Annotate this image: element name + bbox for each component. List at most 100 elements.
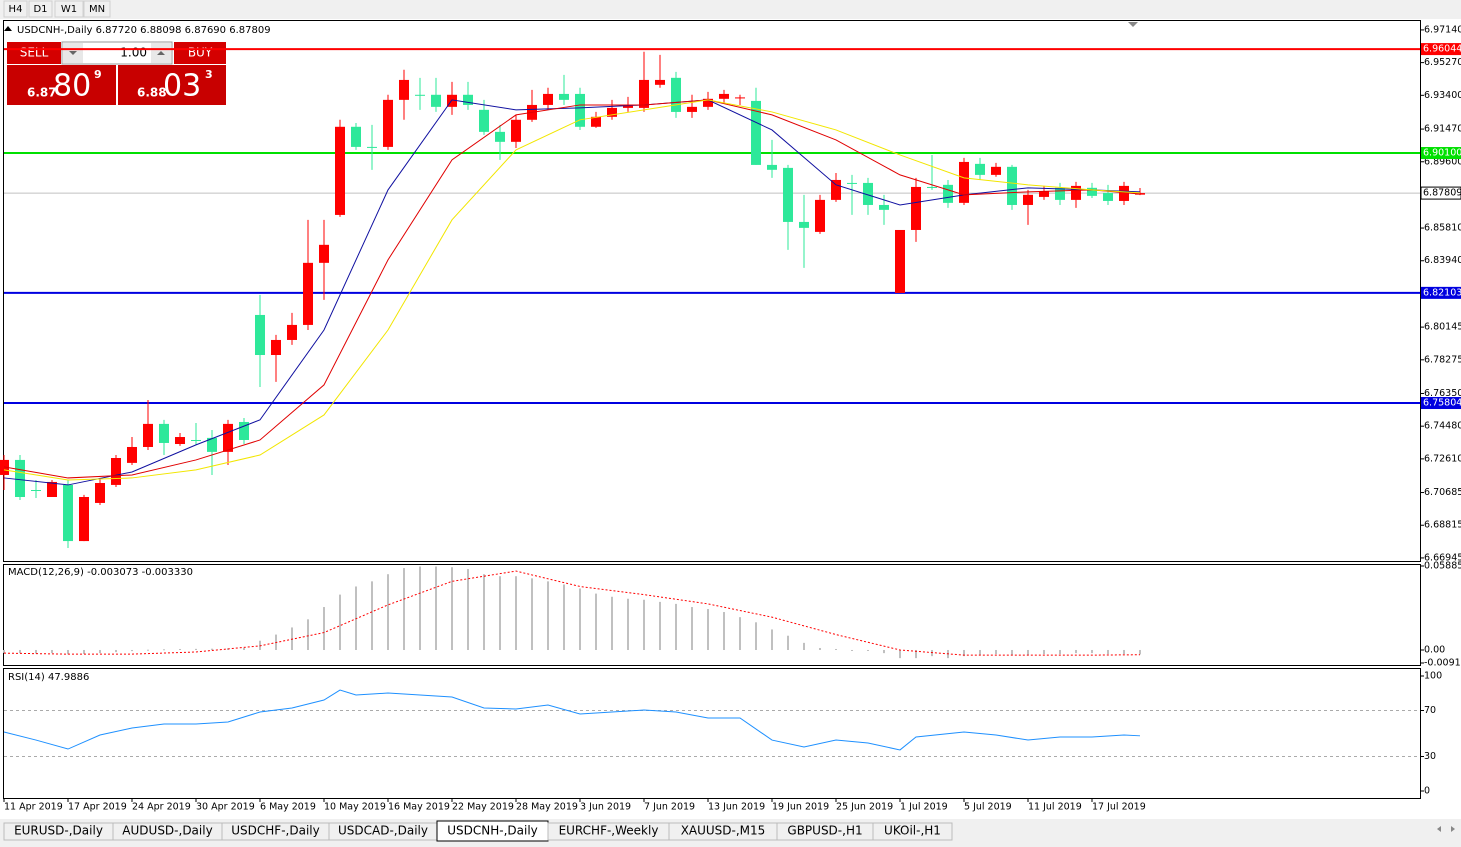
x-tick-label: 17 Jul 2019 <box>1092 802 1146 813</box>
candle-body <box>719 93 729 99</box>
macd-bar <box>19 649 21 654</box>
timeframe-label[interactable]: H4 <box>9 4 23 15</box>
tab-label[interactable]: USDCAD-,Daily <box>338 824 428 838</box>
x-tick-label: 17 Apr 2019 <box>68 802 127 813</box>
candle-body <box>495 131 505 142</box>
candle-body <box>223 423 233 452</box>
candle-body <box>639 79 649 108</box>
candle-body <box>303 262 313 325</box>
x-tick-label: 13 Jun 2019 <box>708 802 765 813</box>
timeframe-label[interactable]: D1 <box>33 4 47 15</box>
macd-bar <box>243 647 245 650</box>
candle-body <box>975 163 985 175</box>
macd-bar <box>1139 649 1141 655</box>
candle-body <box>287 324 297 340</box>
candle-body <box>703 98 713 107</box>
macd-bar <box>1091 649 1093 654</box>
candle-body <box>191 439 201 441</box>
macd-bar <box>147 649 149 651</box>
y-tick-label: 0.00 <box>1424 644 1445 655</box>
tab-label[interactable]: GBPUSD-,H1 <box>787 824 862 838</box>
timeframe-label[interactable]: W1 <box>61 4 77 15</box>
candle-body <box>575 93 585 127</box>
y-tick-label: 6.72610 <box>1424 453 1461 464</box>
macd-bar <box>115 649 117 653</box>
macd-bar <box>483 574 485 650</box>
candle-body <box>911 186 921 230</box>
candle-body <box>447 94 457 107</box>
macd-bar <box>163 649 165 651</box>
x-tick-label: 30 Apr 2019 <box>196 802 255 813</box>
macd-bar <box>1075 649 1077 654</box>
macd-bar <box>787 635 789 650</box>
timeframe-button[interactable] <box>83 0 111 18</box>
tab-label[interactable]: XAUUSD-,M15 <box>681 824 766 838</box>
candle-body <box>47 481 57 497</box>
x-tick-label: 3 Jun 2019 <box>580 802 631 813</box>
candle-body <box>783 167 793 222</box>
buy-button[interactable] <box>174 42 226 64</box>
y-tick-label: -0.009116 <box>1424 658 1461 669</box>
sell-button[interactable] <box>7 42 61 64</box>
x-tick-label: 1 Jul 2019 <box>900 802 948 813</box>
macd-bar <box>403 568 405 650</box>
y-tick-label: 6.66945 <box>1424 552 1461 563</box>
candle-body <box>111 458 121 485</box>
sell-price-main: 80 <box>53 69 91 104</box>
signal-line <box>3 570 1141 656</box>
timeframe-label[interactable]: MN <box>89 4 105 15</box>
x-tick-label: 5 Jul 2019 <box>964 802 1012 813</box>
candle-body <box>1007 166 1017 205</box>
timeframe-button[interactable] <box>54 0 84 18</box>
buy-price-big: 6.88 <box>137 86 167 100</box>
macd-bar <box>531 578 533 650</box>
macd-bar <box>67 649 69 655</box>
buy-price-box[interactable] <box>118 65 226 105</box>
tab-scroll-right[interactable] <box>1451 826 1455 832</box>
x-tick-label: 6 May 2019 <box>260 802 316 813</box>
candle-body <box>431 94 441 107</box>
hline-label: 6.96044 <box>1423 44 1461 55</box>
candle-body <box>159 423 169 443</box>
macd-bar <box>803 642 805 650</box>
y-tick-label: 6.70685 <box>1424 487 1461 498</box>
tab-label[interactable]: EURUSD-,Daily <box>14 824 103 838</box>
macd-bar <box>979 649 981 656</box>
candle-body <box>671 77 681 112</box>
candle-body <box>1039 190 1049 197</box>
lot-input[interactable] <box>61 41 173 65</box>
candle-body <box>143 423 153 447</box>
macd-bar <box>435 566 437 650</box>
sell-label[interactable]: SELL <box>20 46 49 60</box>
tab-scroll-left[interactable] <box>1437 826 1441 832</box>
tab-label[interactable]: EURCHF-,Weekly <box>559 824 659 838</box>
tab[interactable] <box>872 822 953 841</box>
candle-body <box>895 229 905 293</box>
hline-label: 6.82103 <box>1423 287 1461 298</box>
buy-label[interactable]: BUY <box>188 46 213 60</box>
tab-label[interactable]: UKOil-,H1 <box>884 824 941 838</box>
candle-body <box>751 100 761 165</box>
x-tick-label: 11 Jul 2019 <box>1028 802 1082 813</box>
tab-label[interactable]: AUDUSD-,Daily <box>122 824 212 838</box>
timeframe-button[interactable] <box>3 0 28 18</box>
candle-body <box>335 126 345 215</box>
tab-label[interactable]: USDCHF-,Daily <box>231 824 319 838</box>
macd-bar <box>611 596 613 650</box>
candle-body <box>207 437 217 452</box>
sell-price-box[interactable] <box>7 65 116 105</box>
macd-bar <box>35 649 37 654</box>
lot-down-arrow <box>69 51 77 55</box>
macd-bar <box>771 629 773 650</box>
candle-body <box>655 79 665 85</box>
candle-body <box>831 179 841 200</box>
y-tick-label: 6.95270 <box>1424 57 1461 68</box>
lot-value[interactable]: 1.00 <box>120 46 147 60</box>
macd-bar <box>515 576 517 650</box>
macd-bar <box>419 566 421 650</box>
tab-label[interactable]: USDCNH-,Daily <box>447 824 538 838</box>
timeframe-button[interactable] <box>28 0 53 18</box>
rsi-line <box>3 689 1141 751</box>
macd-bar <box>835 648 837 650</box>
